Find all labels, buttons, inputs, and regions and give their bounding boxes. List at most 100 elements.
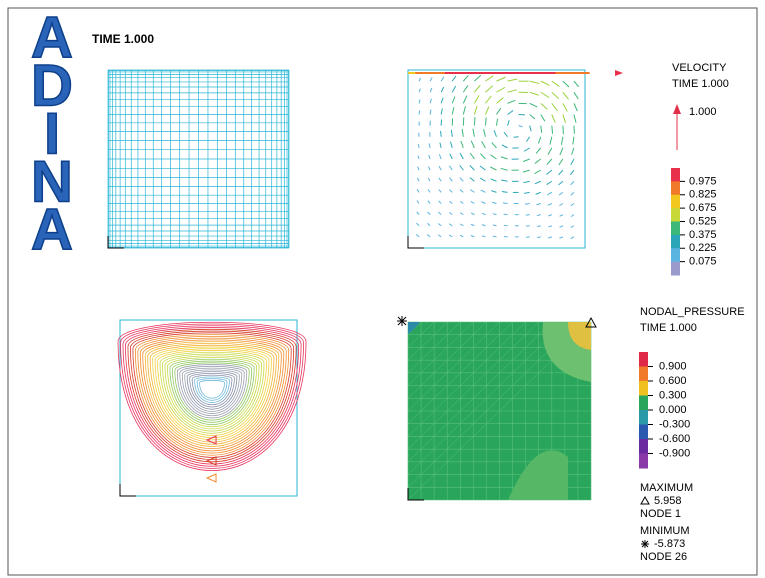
velocity-arrow: [534, 169, 541, 174]
velocity-plot: [407, 69, 623, 249]
velocity-arrow: [449, 165, 453, 171]
velocity-arrow: [450, 129, 453, 137]
velocity-arrow: [522, 169, 530, 173]
velocity-arrow: [501, 190, 508, 193]
velocity-arrow: [451, 75, 457, 82]
maximum-label: MAXIMUM: [640, 482, 693, 494]
velocity-arrow: [492, 235, 497, 238]
velocity-arrow: [549, 136, 553, 145]
streamline: [117, 321, 307, 471]
legend-band: [639, 424, 648, 440]
velocity-arrow: [481, 235, 486, 238]
velocity-arrow: [513, 136, 519, 138]
velocity-arrow: [438, 200, 442, 204]
velocity-arrow: [573, 91, 579, 100]
velocity-arrow: [481, 212, 486, 216]
streamline-plot: [117, 319, 307, 497]
velocity-arrow: [524, 203, 530, 205]
velocity-arrow: [490, 154, 497, 160]
velocity-arrow: [570, 158, 575, 166]
velocity-arrow: [570, 180, 575, 186]
velocity-arrow: [558, 180, 564, 186]
velocity-arrow: [572, 136, 575, 145]
velocity-arrow: [492, 213, 497, 216]
pressure-zone: [408, 322, 420, 334]
frame: [7, 7, 758, 576]
streamline: [171, 360, 253, 423]
velocity-arrow: [571, 147, 575, 155]
velocity-arrow: [427, 222, 431, 227]
velocity-arrow: [449, 212, 453, 216]
velocity-arrow: [438, 189, 442, 193]
velocity-arrow: [440, 76, 445, 82]
velocity-arrow: [479, 153, 486, 160]
velocity-arrow: [529, 102, 538, 108]
velocity-arrow: [500, 156, 508, 160]
velocity-arrow: [461, 128, 464, 137]
velocity-arrow: [459, 234, 464, 238]
velocity-arrow: [507, 78, 518, 82]
velocity-arrow: [537, 225, 541, 228]
velocity-arrow: [470, 189, 475, 193]
velocity-arrow: [427, 177, 431, 182]
velocity-arrow: [540, 103, 548, 110]
legend-label: 0.975: [689, 175, 717, 187]
legend-band: [639, 410, 648, 425]
streamline: [125, 327, 300, 465]
velocity-arrow: [536, 203, 541, 206]
velocity-arrow: [416, 189, 420, 193]
streamline: [137, 335, 287, 454]
velocity-arrow: [451, 96, 456, 104]
legend-label: 0.825: [689, 189, 717, 201]
velocity-arrow: [480, 189, 486, 193]
streamline: [184, 369, 240, 412]
velocity-arrow: [547, 203, 553, 206]
legend-label: -0.900: [659, 447, 690, 459]
reference-arrow-label: 1.000: [689, 106, 717, 118]
velocity-arrow: [428, 154, 431, 160]
logo-letter: N: [31, 149, 73, 214]
velocity-arrow: [429, 109, 432, 115]
velocity-arrow: [481, 141, 486, 149]
velocity-arrow: [460, 140, 464, 149]
velocity-arrow: [417, 166, 420, 171]
velocity-arrow: [559, 203, 564, 207]
velocity-arrow: [474, 74, 482, 82]
legend-label: 0.225: [689, 242, 717, 254]
velocity-arrow: [529, 125, 532, 132]
velocity-arrow: [501, 144, 508, 149]
pressure-time: TIME 1.000: [640, 322, 697, 334]
velocity-arrow: [546, 169, 553, 175]
streamline: [134, 334, 290, 456]
legend-label: 0.375: [689, 229, 717, 241]
velocity-arrow: [534, 158, 542, 164]
velocity-arrow: [429, 77, 433, 82]
velocity-arrow: [548, 236, 552, 239]
streamline: [167, 357, 258, 428]
streamline: [157, 350, 267, 436]
velocity-arrow: [440, 97, 444, 104]
velocity-arrow: [479, 165, 486, 171]
velocity-arrow: [459, 165, 464, 171]
velocity-arrow: [459, 212, 464, 216]
velocity-arrow: [551, 91, 560, 100]
axis-triad: [107, 236, 124, 249]
axis-triad: [119, 484, 136, 497]
velocity-arrow: [496, 107, 502, 115]
mesh-line: [407, 321, 566, 475]
velocity-arrow: [416, 200, 420, 204]
velocity-arrow: [501, 179, 508, 182]
velocity-arrow: [437, 223, 442, 227]
streamline: [149, 344, 275, 443]
pressure-zone: [508, 450, 568, 500]
flow-arrow: [205, 456, 217, 466]
plot-box: [407, 69, 586, 249]
velocity-arrow: [523, 180, 530, 184]
streamline: [196, 378, 228, 401]
velocity-arrow: [502, 202, 508, 204]
legend-band: [639, 381, 648, 396]
velocity-arrow: [537, 236, 541, 239]
streamline: [186, 371, 238, 410]
velocity-arrow: [540, 80, 550, 86]
